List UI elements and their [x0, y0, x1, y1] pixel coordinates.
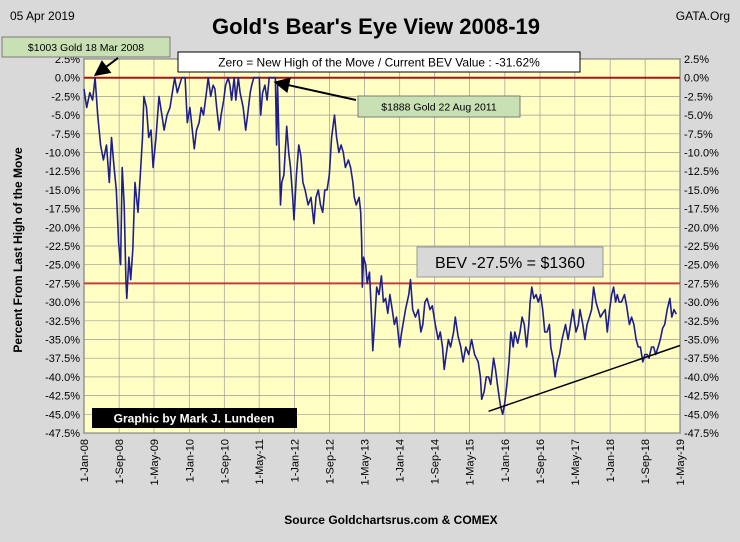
- y-tick-label-left: -25.0%: [45, 260, 80, 272]
- credit: Graphic by Mark J. Lundeen: [114, 412, 275, 426]
- y-tick-label-right: -22.5%: [684, 241, 719, 253]
- y-tick-label-left: -15.0%: [45, 185, 80, 197]
- x-tick-label: 1-Jan-14: [395, 439, 407, 482]
- y-tick-label-left: -35.0%: [45, 335, 80, 347]
- header-site: GATA.Org: [676, 9, 730, 23]
- y-tick-label-right: -27.5%: [684, 278, 719, 290]
- annotation-box-2008: [1, 36, 171, 58]
- y-tick-label-right: -2.5%: [684, 91, 713, 103]
- annotation-arrow-2008: [93, 57, 119, 77]
- subtitle-box: [177, 51, 581, 73]
- y-tick-label-right: -32.5%: [684, 316, 719, 328]
- x-tick-label: 1-May-19: [675, 439, 687, 485]
- y-tick-label-left: -7.5%: [51, 129, 80, 141]
- y-tick-label-right: 0.0%: [684, 73, 709, 85]
- y-tick-label-right: -12.5%: [684, 166, 719, 178]
- x-tick-label: 1-May-17: [570, 439, 582, 485]
- x-tick-label: 1-Sep-12: [325, 439, 337, 484]
- annotation-arrow-2011: [273, 77, 357, 101]
- y-tick-label-left: -32.5%: [45, 316, 80, 328]
- chart-title: Gold's Bear's Eye View 2008-19: [212, 14, 540, 39]
- y-axis-label: Percent From Last High of the Move: [11, 147, 25, 353]
- y-tick-label-right: -35.0%: [684, 335, 719, 347]
- credit-box: [92, 408, 297, 428]
- x-tick-label: 1-Jan-12: [289, 439, 301, 482]
- annotation-2008: $1003 Gold 18 Mar 2008: [28, 42, 144, 54]
- y-tick-label-right: -5.0%: [684, 110, 713, 122]
- x-tick-label: 1-May-11: [254, 439, 266, 485]
- y-axis-left: 2.5%0.0%-2.5%-5.0%-7.5%-10.0%-12.5%-15.0…: [45, 54, 80, 440]
- gridlines: [83, 58, 681, 434]
- x-tick-label: 1-Jan-08: [79, 439, 91, 482]
- x-tick-label: 1-Sep-08: [114, 439, 126, 484]
- y-tick-label-right: -10.0%: [684, 148, 719, 160]
- y-tick-label-left: 0.0%: [55, 73, 80, 85]
- y-tick-label-right: -37.5%: [684, 353, 719, 365]
- series-line: [83, 76, 678, 416]
- y-tick-label-left: -37.5%: [45, 353, 80, 365]
- bev-callout: BEV -27.5% = $1360: [435, 255, 585, 272]
- y-tick-label-left: -2.5%: [51, 91, 80, 103]
- y-tick-label-right: -40.0%: [684, 372, 719, 384]
- x-tick-label: 1-Jan-16: [500, 439, 512, 482]
- bev-callout-box: [416, 246, 604, 278]
- y-tick-label-right: -15.0%: [684, 185, 719, 197]
- subtitle: Zero = New High of the Move / Current BE…: [218, 56, 540, 70]
- x-tick-label: 1-Sep-18: [640, 439, 652, 484]
- x-tick-label: 1-Jan-18: [605, 439, 617, 482]
- y-tick-label-right: -17.5%: [684, 204, 719, 216]
- y-tick-label-left: -22.5%: [45, 241, 80, 253]
- x-tick-label: 1-Jan-10: [184, 439, 196, 482]
- x-tick-label: 1-May-13: [359, 439, 371, 485]
- y-tick-label-right: -20.0%: [684, 222, 719, 234]
- y-tick-label-right: -30.0%: [684, 297, 719, 309]
- y-tick-label-right: -45.0%: [684, 409, 719, 421]
- trendline: [488, 344, 681, 413]
- series-group: [83, 76, 678, 416]
- y-tick-label-right: -42.5%: [684, 391, 719, 403]
- y-tick-label-left: -10.0%: [45, 148, 80, 160]
- y-tick-label-left: -20.0%: [45, 222, 80, 234]
- x-tick-label: 1-May-09: [149, 439, 161, 485]
- x-tick-label: 1-Sep-14: [430, 439, 442, 484]
- y-tick-label-right: -47.5%: [684, 428, 719, 440]
- annotation-box-2011: [357, 95, 521, 118]
- y-tick-label-left: -17.5%: [45, 204, 80, 216]
- y-tick-label-left: -30.0%: [45, 297, 80, 309]
- y-tick-label-right: -7.5%: [684, 129, 713, 141]
- annotation-2011: $1888 Gold 22 Aug 2011: [381, 102, 497, 114]
- y-tick-label-right: 2.5%: [684, 54, 709, 66]
- y-tick-label-left: -40.0%: [45, 372, 80, 384]
- y-axis-right: 2.5% 0.0% -2.5% -5.0% -7.5% -10.0% -12.5% -15.0…: [684, 54, 719, 440]
- y-tick-label-left: -47.5%: [45, 428, 80, 440]
- x-tick-label: 1-May-15: [465, 439, 477, 485]
- y-tick-label-left: -5.0%: [51, 110, 80, 122]
- y-tick-label-right: -25.0%: [684, 260, 719, 272]
- x-tick-label: 1-Sep-10: [219, 439, 231, 484]
- x-axis: 1-Jan-08 1-Sep-08 1-May-09 1-Jan-10 1-Sep-10…: [79, 439, 687, 485]
- trendline-group: [488, 344, 681, 413]
- header-date: 05 Apr 2019: [10, 9, 75, 23]
- x-tick-label: 1-Sep-16: [535, 439, 547, 484]
- y-tick-label-left: -42.5%: [45, 391, 80, 403]
- y-tick-label-left: -45.0%: [45, 409, 80, 421]
- y-tick-label-left: -12.5%: [45, 166, 80, 178]
- y-tick-label-left: -27.5%: [45, 278, 80, 290]
- source-note: Source Goldchartsrus.com & COMEX: [284, 513, 497, 527]
